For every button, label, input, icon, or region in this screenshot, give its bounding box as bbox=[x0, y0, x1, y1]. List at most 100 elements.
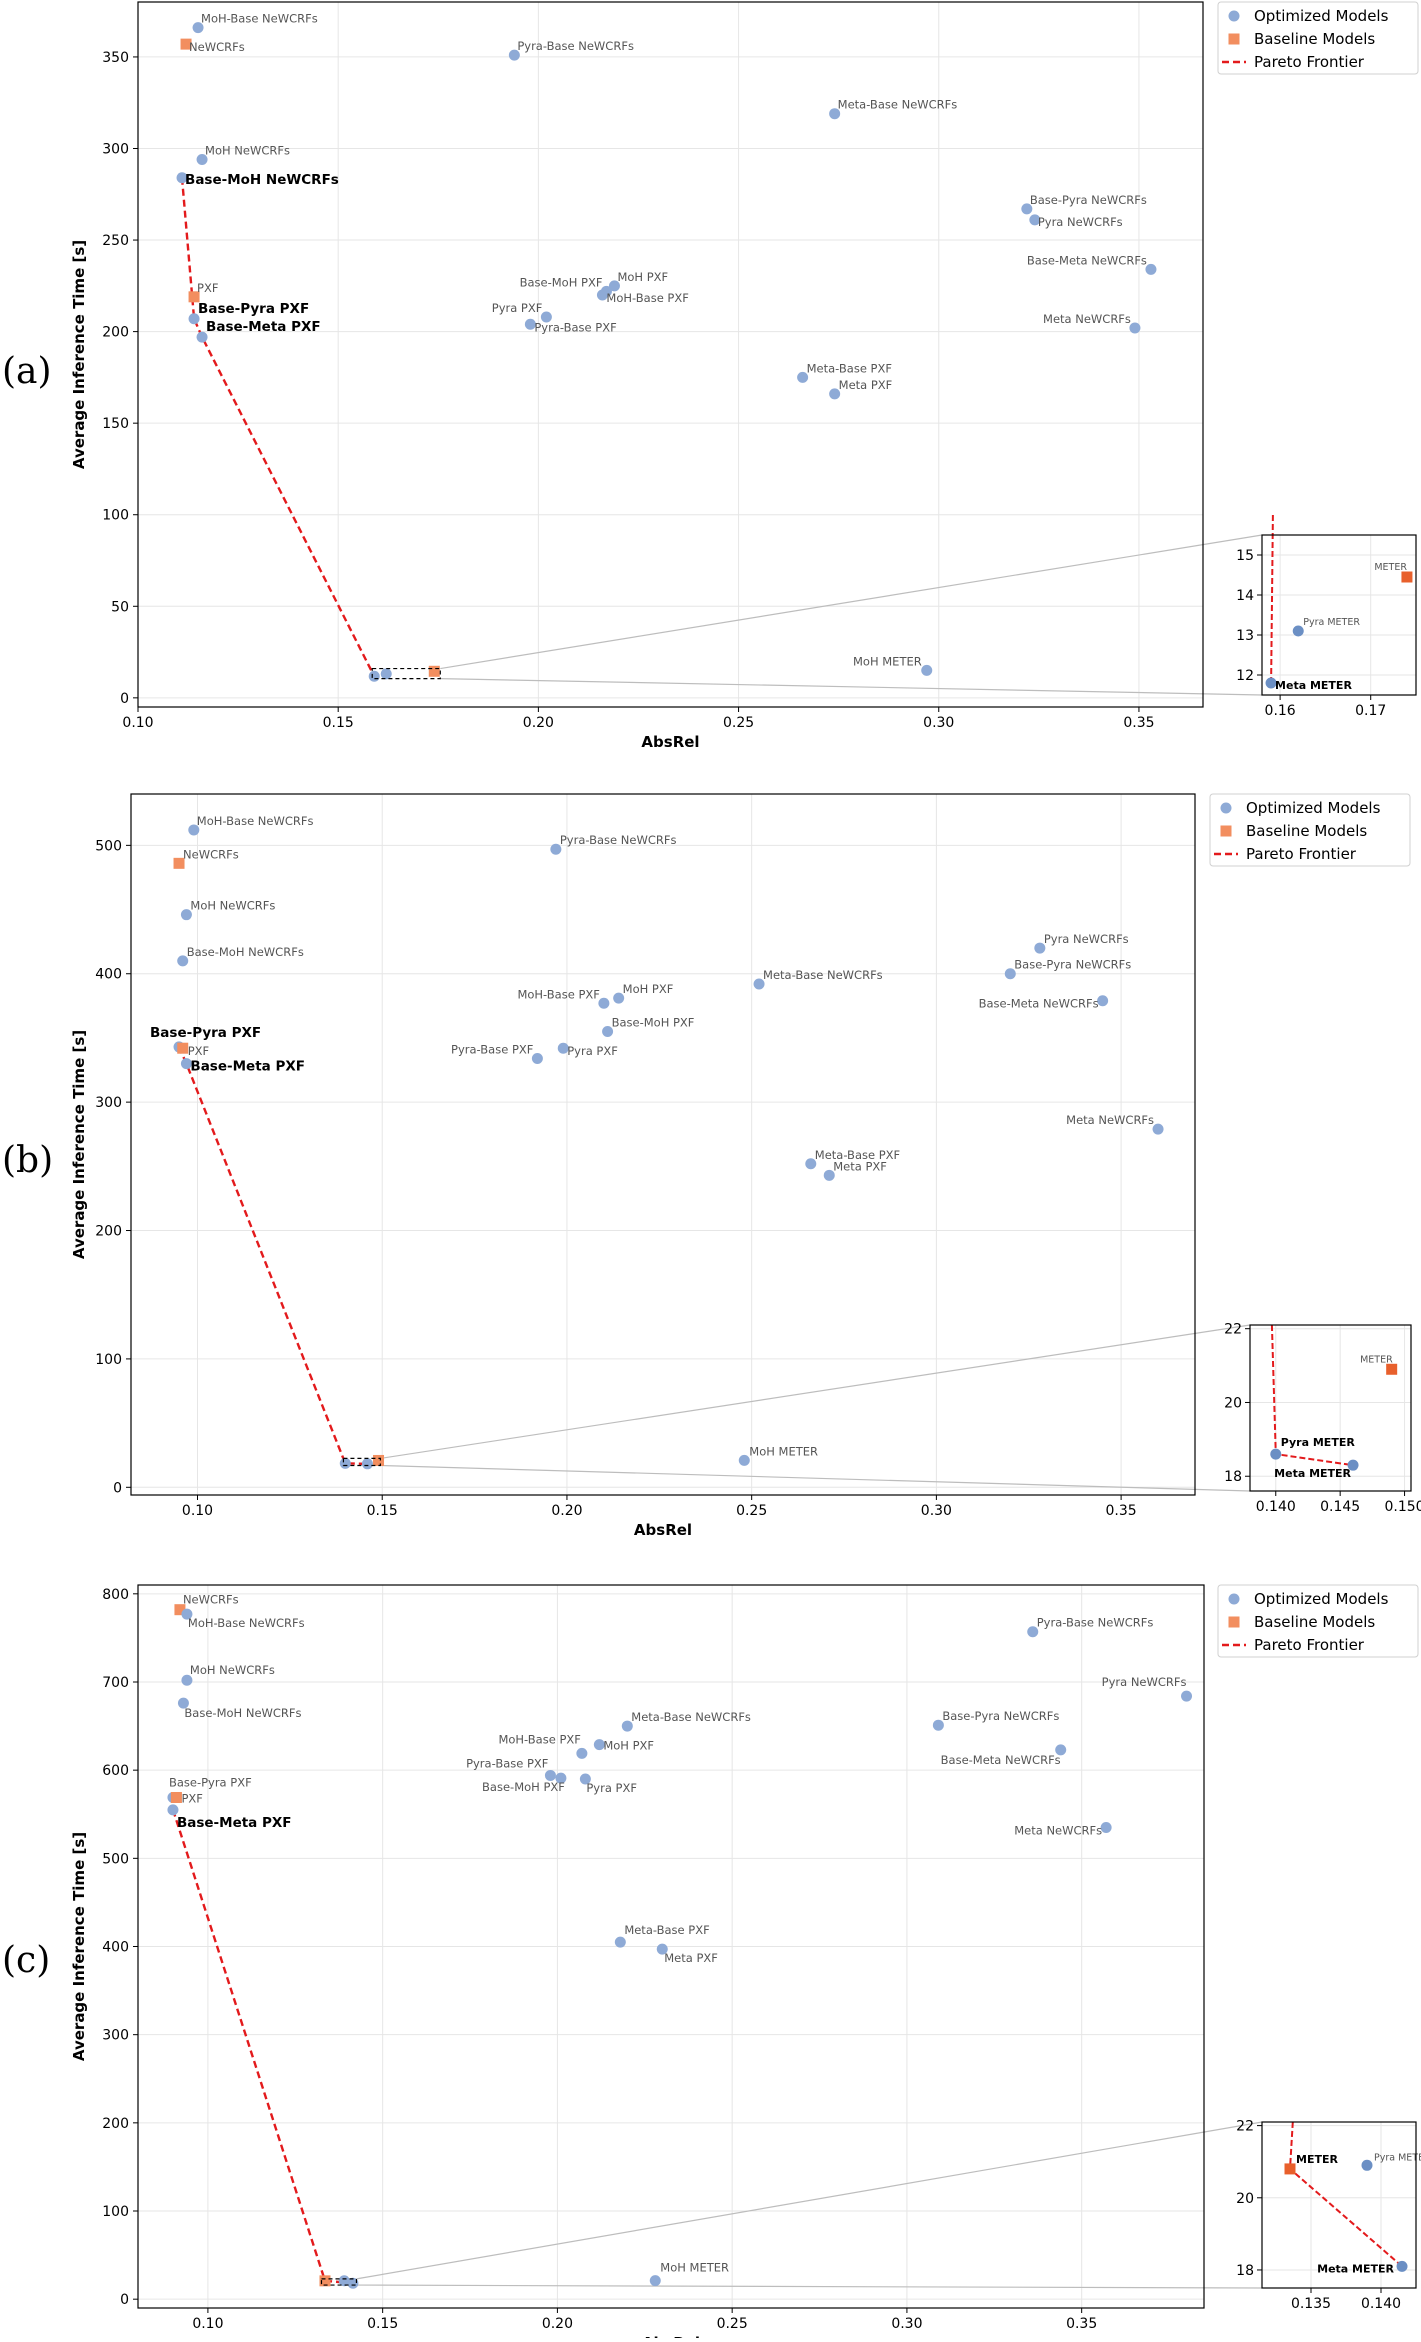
inset-optimized-point bbox=[1347, 1459, 1359, 1471]
optimized-point bbox=[576, 1747, 588, 1759]
point-label: Meta-Base NeWCRFs bbox=[631, 1710, 751, 1724]
optimized-point bbox=[531, 1052, 543, 1064]
point-label: MoH-Base PXF bbox=[606, 291, 688, 305]
inset-x-tick-label: 0.140 bbox=[1256, 1499, 1296, 1515]
x-tick-label: 0.20 bbox=[542, 2316, 573, 2332]
optimized-point bbox=[188, 313, 200, 325]
optimized-point bbox=[192, 22, 204, 34]
optimized-point bbox=[805, 1158, 817, 1170]
pareto-frontier-line bbox=[180, 177, 376, 677]
inset-y-tick-label: 22 bbox=[1236, 2119, 1254, 2135]
optimized-point bbox=[1004, 968, 1016, 980]
point-label: Base-MoH PXF bbox=[482, 1780, 565, 1794]
baseline-point bbox=[180, 38, 192, 50]
legend-baseline-marker bbox=[1228, 1616, 1240, 1628]
optimized-point bbox=[738, 1454, 750, 1466]
optimized-point bbox=[1055, 1744, 1067, 1756]
baseline-point bbox=[188, 291, 200, 303]
y-tick-label: 200 bbox=[102, 2116, 129, 2132]
point-label: MoH PXF bbox=[623, 982, 674, 996]
inset-y-tick-label: 20 bbox=[1236, 2191, 1254, 2207]
optimized-point bbox=[602, 1026, 614, 1038]
x-tick-label: 0.30 bbox=[891, 2316, 922, 2332]
baseline-point bbox=[173, 857, 185, 869]
point-label: Base-Pyra NeWCRFs bbox=[942, 1709, 1059, 1723]
optimized-point bbox=[579, 1773, 591, 1785]
x-tick-label: 0.15 bbox=[367, 2316, 398, 2332]
zoom-inset: Meta METER Pyra METER METER 0.16 0.17 12 13 14 1… bbox=[1236, 514, 1417, 719]
inset-x-tick-label: 0.135 bbox=[1291, 2296, 1331, 2312]
point-label: MoH NeWCRFs bbox=[205, 143, 290, 157]
optimized-point bbox=[1129, 322, 1141, 334]
y-tick-label: 300 bbox=[95, 1095, 122, 1111]
legend-box bbox=[1217, 1, 1419, 75]
optimized-point bbox=[380, 668, 392, 680]
optimized-point bbox=[181, 1608, 193, 1620]
legend-optimized-marker bbox=[1220, 802, 1232, 814]
point-label: Meta NeWCRFs bbox=[1014, 1823, 1102, 1837]
y-axis-label: Average Inference Time [s] bbox=[70, 1832, 88, 2061]
optimized-point bbox=[829, 108, 841, 120]
inset-background bbox=[1262, 535, 1416, 695]
inset-frame bbox=[1261, 2121, 1417, 2289]
legend-optimized-label: Optimized Models bbox=[1254, 1590, 1389, 1608]
y-tick-label: 500 bbox=[95, 838, 122, 854]
legend-baseline-label: Baseline Models bbox=[1246, 822, 1367, 840]
inset-pareto-line bbox=[1270, 514, 1274, 684]
point-label: Pyra PXF bbox=[567, 1044, 618, 1058]
optimized-point bbox=[167, 1804, 179, 1816]
legend-optimized-label: Optimized Models bbox=[1254, 7, 1389, 25]
point-label: Meta-Base PXF bbox=[807, 361, 892, 375]
inset-y-tick-label: 22 bbox=[1224, 1322, 1242, 1338]
legend: Optimized Models Baseline Models Pareto Fr… bbox=[1217, 1, 1419, 75]
optimized-point bbox=[180, 1058, 192, 1070]
legend-baseline-marker bbox=[1220, 825, 1232, 837]
point-label: Meta NeWCRFs bbox=[1043, 312, 1131, 326]
panel-label: (a) bbox=[2, 351, 52, 392]
optimized-point bbox=[608, 280, 620, 292]
optimized-point bbox=[338, 2275, 350, 2287]
legend-pareto-label: Pareto Frontier bbox=[1246, 845, 1357, 863]
inset-y-tick-label: 14 bbox=[1236, 588, 1254, 604]
zoom-connector-line bbox=[380, 1464, 1251, 1492]
point-label: MoH METER bbox=[853, 654, 922, 668]
pareto-frontier-line bbox=[171, 1809, 354, 2285]
y-tick-label: 100 bbox=[95, 1352, 122, 1368]
inset-y-tick-label: 18 bbox=[1236, 2263, 1254, 2279]
optimized-point bbox=[823, 1169, 835, 1181]
point-label: Pyra NeWCRFs bbox=[1044, 932, 1129, 946]
y-tick-label: 200 bbox=[95, 1224, 122, 1240]
optimized-point bbox=[1152, 1123, 1164, 1135]
optimized-point bbox=[921, 664, 933, 676]
optimized-point bbox=[557, 1042, 569, 1054]
optimized-point bbox=[614, 1936, 626, 1948]
point-label: PXF bbox=[181, 1791, 202, 1805]
inset-point-label: Pyra METER bbox=[1303, 617, 1360, 628]
inset-point-label: Meta METER bbox=[1274, 1467, 1351, 1480]
inset-x-tick-label: 0.150 bbox=[1385, 1499, 1421, 1515]
y-tick-label: 800 bbox=[102, 1587, 129, 1603]
x-tick-label: 0.10 bbox=[122, 715, 153, 731]
optimized-point bbox=[1145, 263, 1157, 275]
point-label: Base-Meta PXF bbox=[177, 1815, 292, 1831]
zoom-connector-line bbox=[440, 678, 1263, 696]
point-label: Meta-Base PXF bbox=[624, 1923, 709, 1937]
point-label: Base-MoH PXF bbox=[612, 1016, 695, 1030]
point-label: Pyra-Base PXF bbox=[534, 320, 616, 334]
optimized-point bbox=[1021, 203, 1033, 215]
y-tick-label: 500 bbox=[102, 1851, 129, 1867]
optimized-point bbox=[829, 388, 841, 400]
point-label: MoH-Base NeWCRFs bbox=[201, 12, 318, 26]
optimized-point bbox=[1181, 1690, 1193, 1702]
y-axis-label: Average Inference Time [s] bbox=[70, 1030, 88, 1259]
optimized-point bbox=[1100, 1821, 1112, 1833]
zoom-region-box bbox=[371, 667, 441, 680]
inset-y-tick-label: 13 bbox=[1236, 628, 1254, 644]
point-label: Meta-Base NeWCRFs bbox=[763, 968, 883, 982]
inset-point-label: Meta METER bbox=[1317, 2262, 1394, 2275]
inset-y-tick-label: 15 bbox=[1236, 548, 1254, 564]
inset-baseline-point bbox=[1386, 1363, 1398, 1375]
legend: Optimized Models Baseline Models Pareto Fr… bbox=[1217, 1584, 1419, 1658]
point-label: Meta PXF bbox=[833, 1159, 887, 1173]
point-label: MoH PXF bbox=[603, 1739, 654, 1753]
